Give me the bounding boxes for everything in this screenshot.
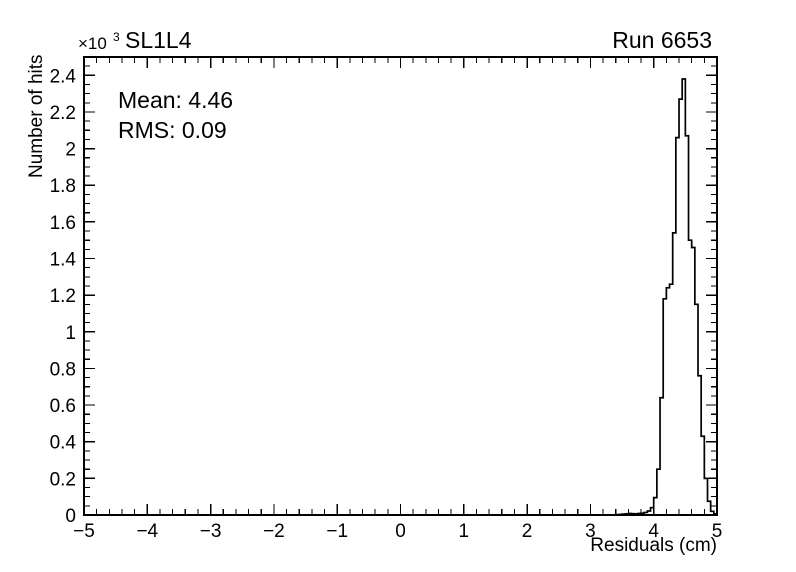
x-axis-title: Residuals (cm) — [590, 535, 717, 556]
y-tick-label: 0.8 — [50, 359, 76, 380]
x-tick-label: 5 — [712, 521, 723, 542]
y-axis-multiplier-exponent: 3 — [113, 30, 120, 44]
y-tick-label: 1.4 — [50, 250, 77, 271]
x-axis-ticklabels: −5 −4 −3 −2 −1 0 1 2 3 4 5 — [73, 521, 722, 542]
y-tick-label: 1.6 — [50, 213, 76, 234]
y-tick-label: 2.4 — [50, 66, 77, 87]
y-tick-label: 1.8 — [50, 176, 76, 197]
x-tick-label: −1 — [326, 521, 348, 542]
x-tick-label: 4 — [648, 521, 659, 542]
x-tick-label: −2 — [263, 521, 285, 542]
y-tick-label: 1 — [65, 323, 76, 344]
y-axis-multiplier-base: ×10 — [78, 34, 107, 53]
run-label: Run 6653 — [612, 27, 712, 53]
x-tick-label: 0 — [395, 521, 406, 542]
y-tick-label: 2 — [65, 140, 76, 161]
x-tick-label: −3 — [200, 521, 222, 542]
stat-mean: Mean: 4.46 — [118, 87, 233, 113]
y-tick-label: 0.4 — [50, 433, 77, 454]
stat-rms: RMS: 0.09 — [118, 117, 227, 143]
y-tick-label: 0.6 — [50, 396, 76, 417]
y-tick-label: 1.2 — [50, 286, 76, 307]
page-title: SL1L4 — [125, 27, 192, 53]
x-tick-label: −4 — [136, 521, 158, 542]
x-tick-label: −5 — [73, 521, 95, 542]
histogram-outline — [84, 78, 718, 516]
y-tick-label: 0.2 — [50, 469, 76, 490]
x-tick-label: 1 — [459, 521, 470, 542]
y-tick-label: 2.2 — [50, 103, 76, 124]
y-axis-title: Number of hits — [26, 54, 47, 178]
y-axis-ticklabels: 0 0.2 0.4 0.6 0.8 1 1.2 1.4 1.6 1.8 2 2.2 2.4 — [50, 66, 77, 527]
x-tick-label: 3 — [585, 521, 596, 542]
y-axis-ticks — [84, 56, 717, 516]
y-tick-label: 0 — [65, 506, 76, 527]
x-tick-label: 2 — [522, 521, 533, 542]
